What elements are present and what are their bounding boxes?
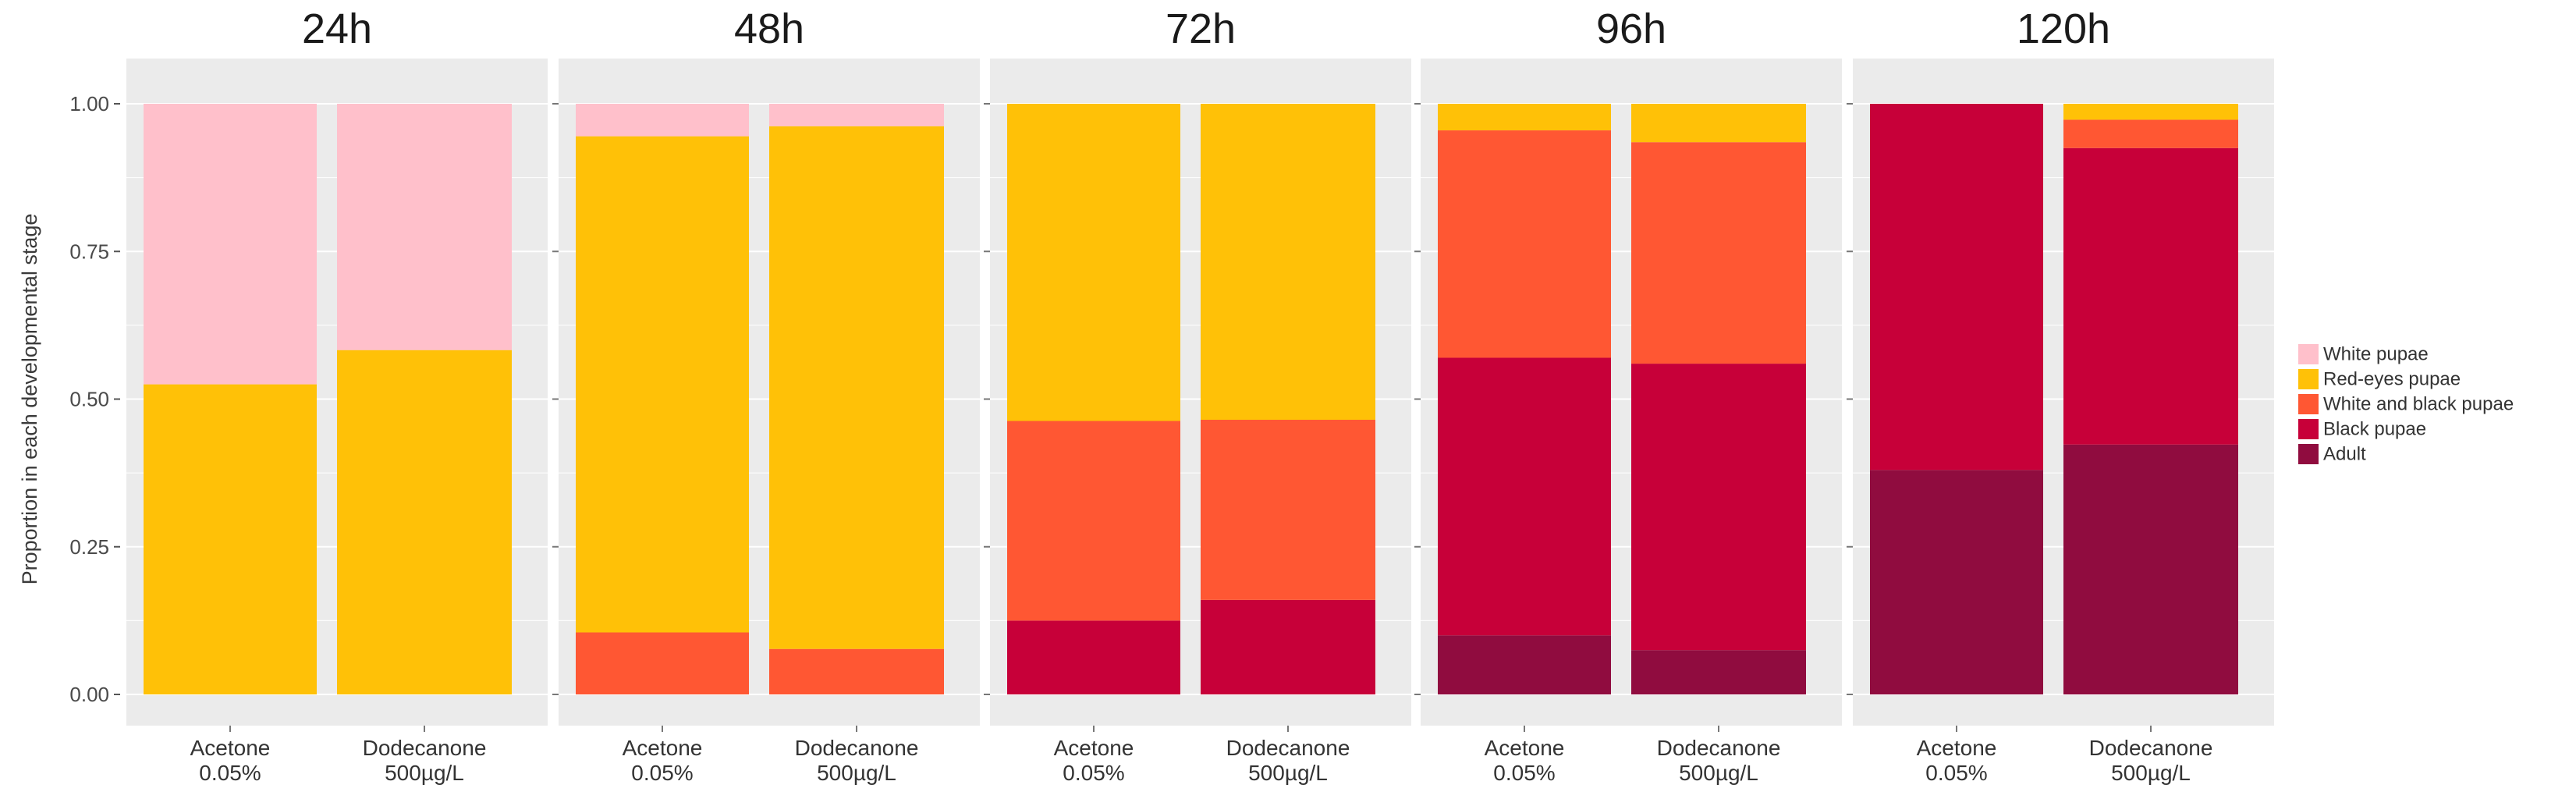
category-label: Acetone	[623, 736, 703, 760]
bar-segment-black-pupae	[2063, 147, 2238, 445]
bar-segment-red-eyes-pupae	[1631, 104, 1806, 143]
bar-segment-red-eyes-pupae	[337, 350, 512, 694]
bar-segment-black-pupae	[1201, 599, 1375, 694]
bar-segment-white-and-black-pupae	[576, 632, 749, 694]
bar-segment-black-pupae	[1438, 357, 1611, 636]
bar-segment-red-eyes-pupae	[144, 384, 317, 694]
legend-swatch	[2298, 369, 2319, 389]
legend-label: White and black pupae	[2323, 394, 2514, 415]
y-tick-label: 1.00	[69, 92, 109, 115]
panel-title: 96h	[1596, 5, 1666, 52]
bar-segment-red-eyes-pupae	[1007, 104, 1180, 421]
category-label: Dodecanone	[1226, 736, 1350, 760]
y-tick-label: 0.75	[69, 240, 109, 263]
legend-swatch	[2298, 344, 2319, 364]
y-tick-label: 0.25	[69, 535, 109, 559]
panel-title: 120h	[2017, 5, 2110, 52]
panel-title: 48h	[734, 5, 804, 52]
legend-label: Red-eyes pupae	[2323, 369, 2461, 390]
bar-segment-adult	[1870, 470, 2043, 694]
category-label: 500µg/L	[1248, 761, 1328, 785]
category-label: Acetone	[190, 736, 271, 760]
bar-segment-white-pupae	[576, 104, 749, 137]
bar-segment-black-pupae	[1870, 104, 2043, 470]
bar-segment-white-and-black-pupae	[1007, 421, 1180, 621]
category-label: Acetone	[1054, 736, 1134, 760]
bar-segment-adult	[1438, 635, 1611, 694]
bar-segment-adult	[1631, 650, 1806, 694]
bar-segment-adult	[2063, 444, 2238, 694]
bar-segment-white-and-black-pupae	[1201, 419, 1375, 600]
category-label: Dodecanone	[2089, 736, 2213, 760]
bar-segment-white-pupae	[337, 104, 512, 350]
category-label: Dodecanone	[795, 736, 919, 760]
bar-segment-black-pupae	[1007, 620, 1180, 694]
bar-segment-red-eyes-pupae	[2063, 104, 2238, 120]
category-label: Acetone	[1485, 736, 1565, 760]
panel-title: 24h	[302, 5, 372, 52]
category-label: Dodecanone	[363, 736, 487, 760]
category-label: 0.05%	[1493, 761, 1555, 785]
bar-segment-red-eyes-pupae	[1201, 104, 1375, 420]
bar-segment-white-pupae	[144, 104, 317, 385]
category-label: 0.05%	[631, 761, 693, 785]
bar-segment-red-eyes-pupae	[1438, 104, 1611, 131]
category-label: 500µg/L	[2111, 761, 2191, 785]
legend-swatch	[2298, 444, 2319, 464]
legend: White pupae Red-eyes pupae White and black…	[2298, 344, 2514, 465]
legend-swatch	[2298, 419, 2319, 439]
y-tick-label: 0.00	[69, 683, 109, 706]
category-label: 500µg/L	[817, 761, 896, 785]
bar-segment-red-eyes-pupae	[769, 126, 944, 649]
bar-segment-black-pupae	[1631, 364, 1806, 651]
legend-swatch	[2298, 394, 2319, 414]
category-label: 0.05%	[1063, 761, 1124, 785]
category-label: 500µg/L	[385, 761, 464, 785]
category-label: Dodecanone	[1657, 736, 1781, 760]
bar-segment-white-and-black-pupae	[1438, 130, 1611, 358]
bar-segment-white-and-black-pupae	[769, 648, 944, 694]
y-axis-title: Proportion in each developmental stage	[18, 214, 41, 585]
bar-segment-white-and-black-pupae	[2063, 119, 2238, 148]
bar-segment-white-pupae	[769, 104, 944, 126]
category-label: 0.05%	[1925, 761, 1987, 785]
category-label: 500µg/L	[1679, 761, 1758, 785]
bar-segment-white-and-black-pupae	[1631, 142, 1806, 364]
panel-title: 72h	[1166, 5, 1236, 52]
category-label: 0.05%	[199, 761, 261, 785]
y-tick-label: 0.50	[69, 388, 109, 411]
bar-segment-red-eyes-pupae	[576, 136, 749, 633]
category-label: Acetone	[1917, 736, 1997, 760]
legend-label: White pupae	[2323, 344, 2429, 365]
legend-label: Black pupae	[2323, 419, 2426, 440]
legend-label: Adult	[2323, 444, 2366, 465]
